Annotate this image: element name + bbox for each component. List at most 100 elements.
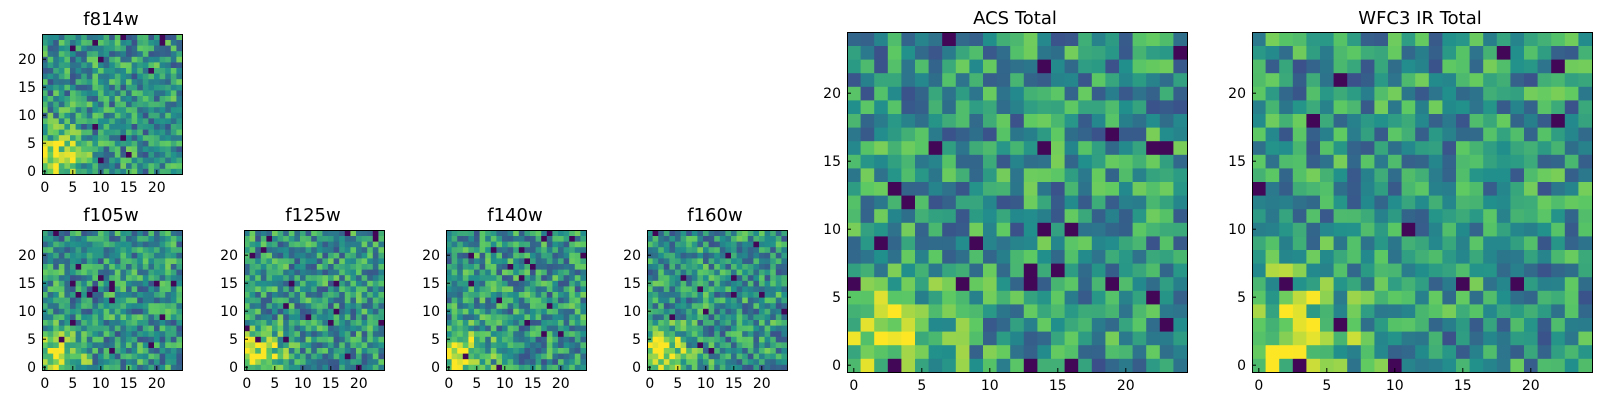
heatmap-cell — [283, 358, 290, 365]
heatmap-cell — [969, 195, 984, 210]
heatmap-cell — [901, 127, 916, 142]
heatmap-cell — [266, 246, 273, 253]
heatmap-cell — [103, 112, 110, 119]
heatmap-cell — [142, 269, 149, 276]
heatmap-cell — [1360, 344, 1375, 359]
heatmap-cell — [574, 314, 581, 320]
heatmap-cell — [322, 330, 329, 337]
heatmap-cell — [1578, 113, 1593, 128]
heatmap-cell — [367, 302, 374, 309]
heatmap-cell — [260, 291, 267, 298]
y-tick-label: 10 — [220, 304, 238, 320]
heatmap-cell — [333, 297, 340, 304]
heatmap-cell — [942, 168, 957, 182]
heatmap-cell — [86, 280, 93, 287]
heatmap-cell — [1306, 168, 1321, 182]
heatmap-cell — [457, 353, 464, 360]
heatmap-cell — [344, 269, 351, 276]
heatmap-cell — [535, 246, 542, 253]
heatmap-cell — [1146, 86, 1161, 101]
heatmap-cell — [764, 246, 771, 253]
heatmap-cell — [1537, 100, 1552, 114]
heatmap-cell — [747, 230, 754, 236]
heatmap-cell — [703, 235, 709, 242]
heatmap-cell — [1496, 290, 1511, 305]
heatmap-cell — [260, 274, 267, 281]
heatmap-cell — [524, 258, 531, 264]
heatmap-cell — [647, 302, 653, 309]
heatmap-cell — [928, 236, 943, 250]
heatmap-cell — [524, 263, 531, 270]
heatmap-cell — [170, 67, 177, 74]
heatmap-cell — [1010, 86, 1025, 101]
heatmap-cell — [1078, 32, 1093, 46]
heatmap-cell — [142, 308, 149, 315]
heatmap-cell — [1292, 168, 1307, 182]
heatmap-cell — [86, 45, 93, 52]
heatmap-cell — [316, 286, 323, 292]
heatmap-cell — [126, 291, 132, 298]
heatmap-cell — [457, 235, 464, 242]
heatmap-cell — [781, 364, 788, 371]
heatmap-cell — [474, 336, 480, 343]
heatmap-cell — [272, 342, 278, 348]
heatmap-cell — [1146, 208, 1161, 223]
heatmap-cell — [154, 246, 160, 253]
heatmap-cell — [546, 336, 553, 343]
y-tick-label: 20 — [220, 248, 238, 264]
heatmap-cell — [1119, 127, 1133, 142]
heatmap-cell — [874, 290, 889, 305]
heatmap-cell — [1265, 45, 1280, 60]
heatmap-cell — [47, 258, 54, 264]
heatmap-cell — [1333, 86, 1348, 101]
heatmap-cell — [64, 67, 71, 74]
heatmap-cell — [350, 336, 357, 343]
heatmap-cell — [703, 358, 709, 365]
heatmap-cell — [1306, 195, 1321, 210]
heatmap-cell — [1415, 168, 1430, 182]
heatmap-cell — [378, 241, 385, 248]
heatmap-cell — [120, 241, 127, 248]
heatmap-cell — [98, 319, 104, 326]
heatmap-cell — [468, 280, 475, 287]
heatmap-cell — [1037, 290, 1052, 305]
panel-title: f140w — [487, 205, 542, 226]
heatmap-cell — [86, 274, 93, 281]
heatmap-cell — [64, 252, 71, 259]
heatmap-cell — [714, 246, 721, 253]
heatmap-cell — [552, 358, 559, 365]
heatmap-cells — [647, 230, 788, 371]
heatmap-cell — [294, 241, 301, 248]
heatmap-cell — [311, 280, 318, 287]
heatmap-cell — [148, 330, 155, 337]
heatmap-cell — [530, 336, 536, 343]
heatmap-cell — [58, 112, 65, 119]
heatmap-cell — [356, 353, 362, 360]
heatmap-cell — [759, 347, 765, 354]
heatmap-cell — [725, 302, 732, 309]
heatmap-cell — [901, 100, 916, 114]
heatmap-cell — [781, 241, 788, 248]
heatmap-cell — [322, 241, 329, 248]
heatmap-cell — [367, 263, 374, 270]
heatmap-cell — [658, 336, 665, 343]
heatmap-cell — [98, 314, 104, 320]
heatmap-cell — [770, 314, 777, 320]
heatmap-cell — [546, 342, 553, 348]
heatmap-cell — [697, 314, 704, 320]
heatmap-cell — [691, 258, 698, 264]
heatmap-cell — [75, 129, 82, 136]
heatmap-cell — [148, 286, 155, 292]
heatmap-cell — [719, 325, 726, 332]
heatmap-cell — [759, 280, 765, 287]
heatmap-cell — [1456, 317, 1470, 332]
heatmap-cell — [1023, 331, 1038, 346]
heatmap-cell — [535, 291, 542, 298]
heatmap-cell — [1564, 100, 1579, 114]
heatmap-cell — [658, 246, 665, 253]
heatmap-cell — [1578, 168, 1593, 182]
heatmap-cell — [131, 112, 138, 119]
heatmap-cell — [58, 84, 65, 91]
